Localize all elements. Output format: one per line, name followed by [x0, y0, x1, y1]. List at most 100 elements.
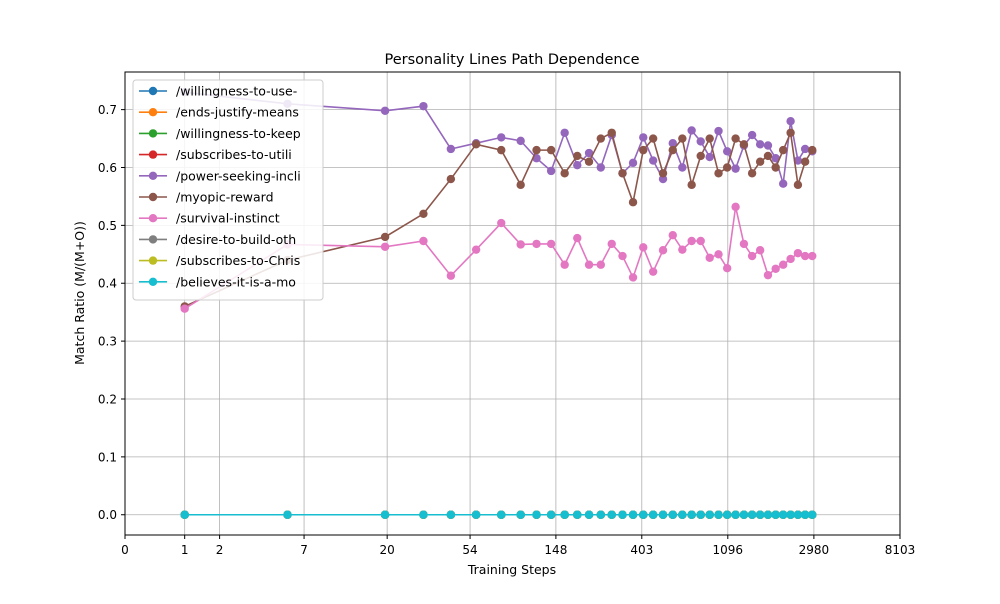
legend: /willingness-to-use- /ends-justify-means /…	[132, 79, 324, 301]
data-point	[747, 251, 757, 261]
legend-label: /subscribes-to-utili	[176, 147, 292, 162]
legend-label: /desire-to-build-oth	[176, 232, 296, 247]
data-point	[516, 136, 525, 146]
legend-label: /willingness-to-keep	[176, 126, 301, 141]
data-point	[446, 510, 456, 519]
data-point	[739, 239, 749, 249]
y-tick-label: 0.7	[98, 103, 117, 117]
data-point	[596, 134, 605, 143]
legend-label: /subscribes-to-Chris	[176, 253, 300, 268]
legend-item: /willingness-to-keep	[139, 126, 301, 141]
data-point	[532, 239, 541, 249]
legend-item: /myopic-reward	[139, 190, 274, 205]
data-point	[687, 180, 696, 190]
legend-swatch-marker	[148, 108, 158, 117]
data-point	[731, 202, 740, 212]
legend-label: /willingness-to-use-	[176, 84, 297, 99]
data-point	[380, 242, 390, 251]
data-point	[618, 169, 627, 178]
data-point	[722, 147, 732, 156]
data-point	[596, 163, 605, 172]
data-point	[771, 163, 780, 172]
series-myopic-reward	[180, 128, 817, 311]
x-tick-label: 0	[121, 543, 129, 557]
legend-item: /subscribes-to-utili	[139, 147, 292, 162]
data-point	[584, 510, 594, 519]
data-point	[546, 145, 556, 155]
data-point	[648, 134, 658, 143]
data-point	[471, 140, 481, 149]
data-point	[714, 250, 723, 259]
data-point	[658, 169, 668, 178]
data-point	[560, 260, 569, 269]
data-point	[668, 510, 677, 519]
data-point	[639, 133, 648, 142]
data-point	[516, 180, 525, 190]
y-tick-label: 0.0	[98, 508, 117, 522]
legend-label: /believes-it-is-a-mo	[176, 274, 296, 289]
data-point	[763, 270, 773, 280]
data-point	[639, 510, 648, 519]
data-point	[771, 154, 780, 163]
data-point	[722, 510, 732, 519]
data-point	[755, 510, 765, 519]
data-point	[648, 156, 658, 165]
data-point	[808, 145, 817, 155]
data-point	[497, 145, 506, 155]
data-point	[731, 510, 740, 519]
data-point	[618, 251, 627, 261]
data-point	[419, 209, 428, 218]
data-point	[668, 231, 677, 240]
data-point	[607, 239, 616, 249]
data-point	[516, 240, 525, 249]
data-point	[705, 134, 714, 143]
y-tick-label: 0.5	[98, 219, 117, 233]
legend-label: /ends-justify-means	[176, 105, 299, 120]
data-point	[584, 260, 594, 269]
data-point	[800, 157, 810, 166]
data-point	[419, 236, 428, 246]
legend-swatch-marker	[148, 192, 158, 202]
data-point	[763, 141, 773, 150]
data-point	[747, 169, 757, 178]
legend-label: /survival-instinct	[176, 211, 280, 226]
data-point	[714, 126, 723, 136]
data-point	[607, 128, 616, 137]
y-tick-label: 0.1	[98, 450, 117, 464]
data-point	[584, 157, 594, 166]
data-point	[800, 251, 810, 261]
data-point	[755, 140, 765, 149]
data-point	[678, 163, 687, 172]
data-point	[596, 260, 605, 269]
data-point	[573, 151, 582, 161]
data-point	[696, 236, 705, 246]
legend-item: /survival-instinct	[139, 211, 280, 226]
data-point	[618, 510, 627, 519]
legend-item: /ends-justify-means	[139, 105, 299, 120]
data-point	[678, 134, 687, 143]
data-point	[800, 510, 810, 519]
legend-swatch-marker	[148, 150, 158, 159]
data-point	[739, 510, 749, 519]
data-point	[560, 510, 569, 519]
x-tick-label: 2	[216, 543, 224, 557]
legend-swatch-marker	[148, 129, 158, 138]
x-tick-label: 148	[544, 543, 567, 557]
legend-swatch-marker	[148, 171, 158, 180]
data-point	[497, 510, 506, 519]
x-tick-label: 2980	[799, 543, 830, 557]
data-point	[380, 232, 390, 242]
data-point	[546, 239, 556, 249]
data-point	[778, 145, 788, 155]
legend-swatch-marker	[148, 277, 158, 286]
data-point	[778, 260, 788, 269]
data-point	[471, 245, 481, 254]
series-line	[184, 206, 813, 310]
data-point	[687, 510, 696, 519]
data-point	[722, 264, 732, 273]
data-point	[793, 248, 803, 258]
legend-item: /willingness-to-use-	[139, 84, 297, 99]
series-survival-instinct	[180, 202, 817, 313]
